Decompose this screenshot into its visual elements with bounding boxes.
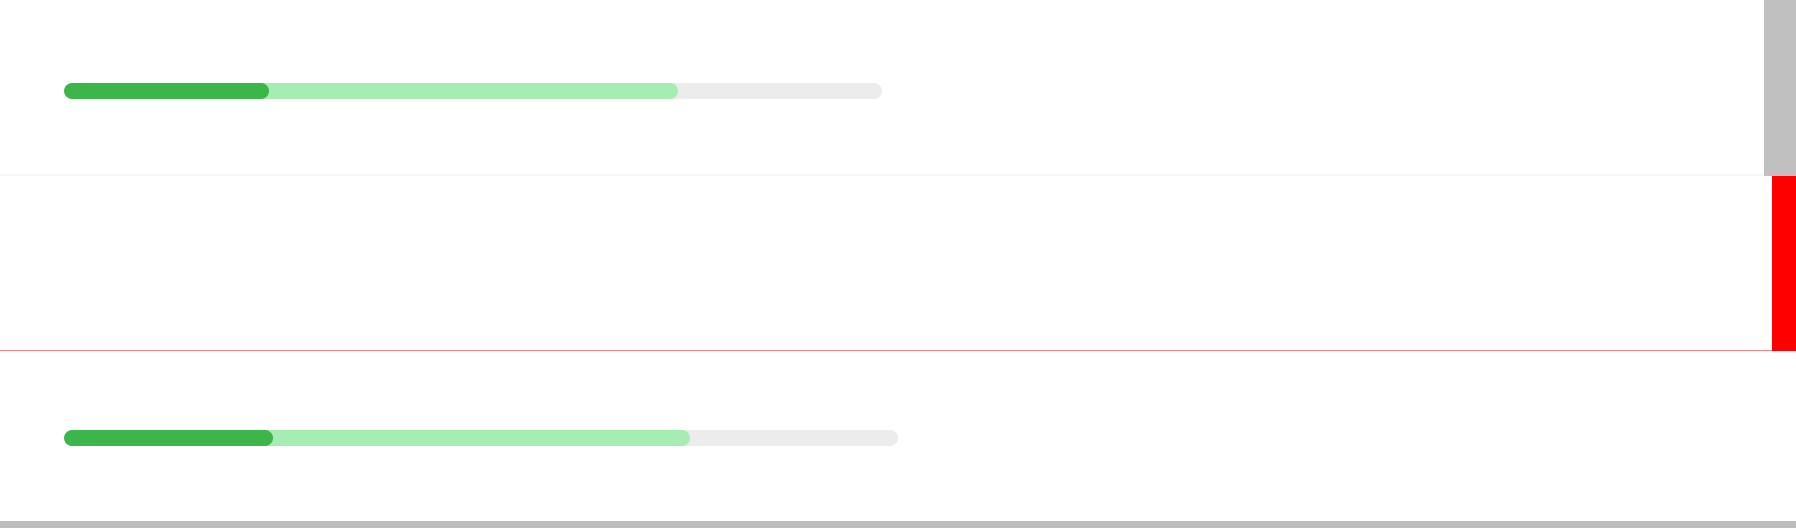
panel-diff [0, 176, 1772, 456]
panel-top [0, 0, 1764, 178]
panel-bottom [0, 351, 1796, 521]
progress-track-top[interactable] [64, 83, 882, 99]
bottom-scrollbar[interactable] [0, 521, 1796, 528]
progress-fill-top [64, 83, 269, 99]
divider [0, 350, 1772, 351]
scrollbar-track[interactable] [1764, 0, 1796, 176]
progress-track-bottom[interactable] [64, 430, 898, 446]
progress-fill-bottom [64, 430, 273, 446]
diff-marker [1772, 176, 1796, 351]
